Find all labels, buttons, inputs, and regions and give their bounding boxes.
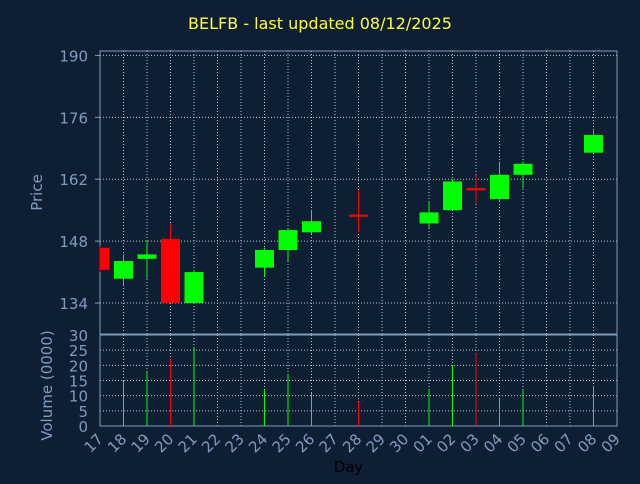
x-tick-label: 09 [598, 430, 624, 456]
volume-tick-label: 10 [69, 388, 88, 406]
candle-body [419, 212, 439, 224]
price-tick-label: 176 [59, 109, 88, 127]
title-text: BELFB - last updated 08/12/2025 [188, 14, 452, 33]
candle-body [255, 249, 274, 268]
chart-title: BELFB - last updated 08/12/2025 [0, 14, 640, 33]
x-axis-label: Day [334, 458, 364, 476]
x-tick-label: 23 [222, 430, 248, 456]
volume-tick-label: 25 [69, 342, 88, 360]
volume-tick-label: 20 [69, 357, 88, 375]
candle-body [161, 238, 180, 304]
candle-body [490, 174, 509, 200]
x-tick-label: 03 [457, 430, 483, 456]
x-tick-label: 26 [292, 430, 318, 456]
x-tick-label: 18 [104, 430, 130, 456]
volume-axis-label: Volume (0000) [38, 330, 56, 440]
x-tick-label: 25 [269, 430, 295, 456]
x-tick-label: 19 [128, 430, 154, 456]
x-tick-label: 29 [363, 430, 389, 456]
price-axis-label: Price [28, 174, 46, 211]
x-tick-label: 27 [316, 430, 342, 456]
x-tick-label: 28 [339, 430, 365, 456]
price-tick-label: 134 [59, 295, 88, 313]
candle-body [584, 135, 603, 153]
volume-tick-label: 5 [78, 403, 88, 421]
x-tick-label: 30 [386, 430, 412, 456]
price-tick-label: 148 [59, 233, 88, 251]
candle-body [100, 247, 110, 270]
volume-tick-label: 0 [78, 418, 88, 436]
x-tick-label: 24 [245, 430, 271, 456]
candle-body [466, 188, 486, 191]
x-tick-label: 07 [551, 430, 577, 456]
candle-body [443, 181, 462, 211]
x-tick-label: 21 [175, 430, 201, 456]
candle-body [302, 221, 321, 233]
price-panel-border [99, 50, 618, 335]
candle-body [278, 230, 298, 250]
candle-body [349, 214, 368, 217]
volume-tick-label: 30 [69, 327, 88, 345]
x-tick-label: 08 [574, 430, 600, 456]
candle-body [513, 163, 533, 175]
price-tick-label: 162 [59, 171, 88, 189]
volume-tick-label: 15 [69, 373, 88, 391]
x-tick-label: 04 [480, 430, 506, 456]
x-tick-label: 22 [198, 430, 224, 456]
x-tick-label: 06 [527, 430, 553, 456]
candle-body [137, 254, 157, 259]
x-tick-label: 02 [433, 430, 459, 456]
x-tick-label: 20 [151, 430, 177, 456]
candle-body [184, 272, 204, 304]
candle-body [114, 261, 133, 279]
price-tick-label: 190 [59, 47, 88, 65]
x-tick-label: 01 [410, 430, 436, 456]
x-tick-label: 05 [504, 430, 530, 456]
